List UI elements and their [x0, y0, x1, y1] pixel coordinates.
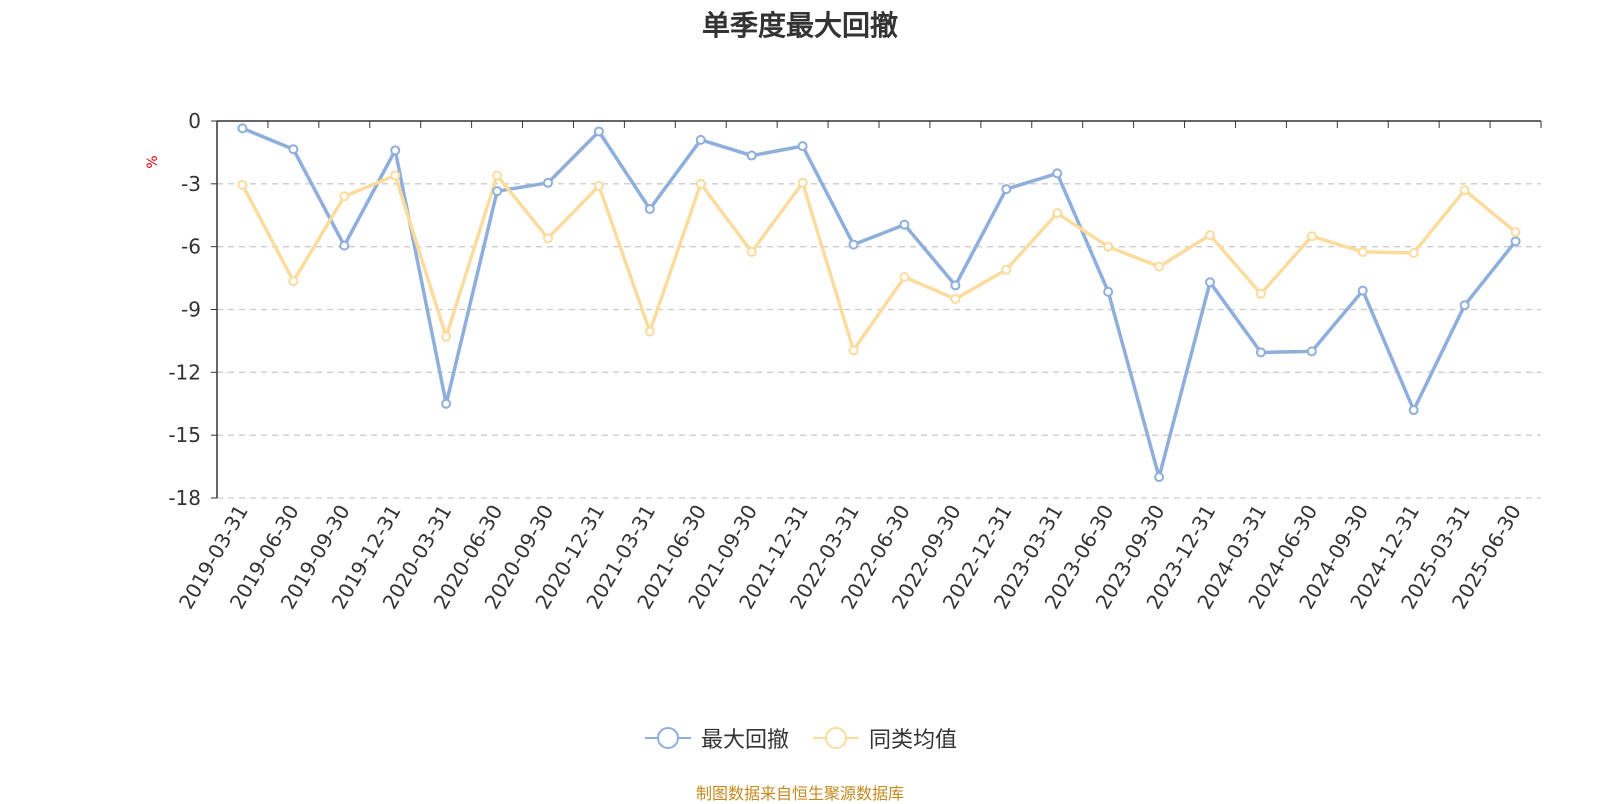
- legend-label: 同类均值: [869, 728, 958, 753]
- data-point-series-1: [1306, 346, 1317, 357]
- y-tick-label: -9: [181, 298, 201, 322]
- data-point-series-1: [1001, 184, 1012, 195]
- grid-lines: [217, 183, 1541, 499]
- data-point-series-2: [593, 180, 604, 191]
- data-point-series-1: [644, 203, 655, 214]
- legend-item-2[interactable]: 同类均值: [811, 722, 957, 754]
- data-point-series-1: [797, 141, 808, 152]
- y-tick-label: -12: [168, 360, 201, 384]
- data-point-series-1: [1205, 277, 1215, 288]
- series-line-1: [241, 126, 1517, 479]
- data-point-series-1: [950, 280, 961, 291]
- legend-symbol: [644, 727, 691, 749]
- source-note: 制图数据来自恒生聚源数据库: [695, 784, 904, 803]
- data-point-series-2: [1357, 246, 1368, 257]
- chart-title: 单季度最大回撤: [701, 9, 898, 42]
- data-point-series-2: [1154, 261, 1165, 272]
- data-point-series-2: [339, 191, 350, 202]
- data-point-series-1: [492, 186, 503, 197]
- data-point-series-1: [1408, 405, 1419, 416]
- data-point-series-1: [1510, 236, 1521, 247]
- data-point-series-1: [593, 126, 604, 137]
- data-point-series-1: [1357, 285, 1368, 296]
- data-point-series-2: [288, 276, 299, 287]
- data-point-series-2: [899, 272, 910, 283]
- data-point-series-1: [848, 239, 859, 250]
- data-point-series-2: [1205, 230, 1215, 241]
- data-point-series-2: [543, 233, 553, 244]
- data-points: [237, 123, 1521, 483]
- data-point-series-2: [695, 178, 706, 189]
- data-point-series-1: [390, 145, 401, 156]
- y-tick-label: 0: [188, 109, 201, 133]
- series-lines: [240, 126, 1517, 479]
- data-point-series-1: [288, 144, 299, 155]
- data-point-series-2: [390, 170, 401, 181]
- legend-symbol: [813, 727, 859, 749]
- data-point-series-1: [695, 134, 706, 145]
- data-point-series-2: [1306, 231, 1317, 242]
- legend: 最大回撤 同类均值: [0, 722, 1600, 754]
- data-point-series-1: [1459, 300, 1470, 311]
- data-point-series-1: [441, 398, 452, 409]
- data-point-series-1: [899, 219, 910, 230]
- data-point-series-1: [1255, 347, 1266, 358]
- data-point-series-2: [237, 179, 248, 190]
- data-point-series-2: [644, 326, 655, 337]
- y-axis-unit-label: %: [145, 155, 161, 168]
- data-point-series-1: [339, 240, 350, 251]
- data-point-series-2: [797, 177, 808, 188]
- data-point-series-1: [543, 177, 553, 188]
- data-point-series-2: [746, 246, 757, 257]
- data-point-series-1: [746, 150, 757, 161]
- data-point-series-2: [1001, 264, 1012, 275]
- data-point-series-2: [1510, 227, 1521, 238]
- data-point-series-2: [1103, 241, 1114, 252]
- data-point-series-1: [1052, 168, 1063, 179]
- data-point-series-2: [950, 294, 961, 305]
- data-point-series-1: [237, 123, 248, 134]
- y-tick-label: -3: [181, 172, 201, 196]
- data-point-series-1: [1154, 472, 1165, 483]
- series-line-2: [240, 173, 1517, 353]
- data-point-series-2: [441, 331, 452, 342]
- data-point-series-2: [1255, 288, 1266, 299]
- data-point-series-2: [1052, 208, 1063, 219]
- y-tick-label: -15: [168, 423, 201, 447]
- y-tick-label: -18: [168, 486, 201, 510]
- legend-item-1[interactable]: 最大回撤: [643, 722, 789, 754]
- data-point-series-2: [848, 345, 859, 356]
- data-point-series-2: [492, 170, 503, 181]
- data-point-series-2: [1459, 185, 1470, 196]
- legend-label: 最大回撤: [700, 728, 789, 753]
- data-point-series-2: [1408, 247, 1419, 258]
- data-point-series-1: [1103, 286, 1114, 297]
- y-tick-label: -6: [181, 235, 201, 259]
